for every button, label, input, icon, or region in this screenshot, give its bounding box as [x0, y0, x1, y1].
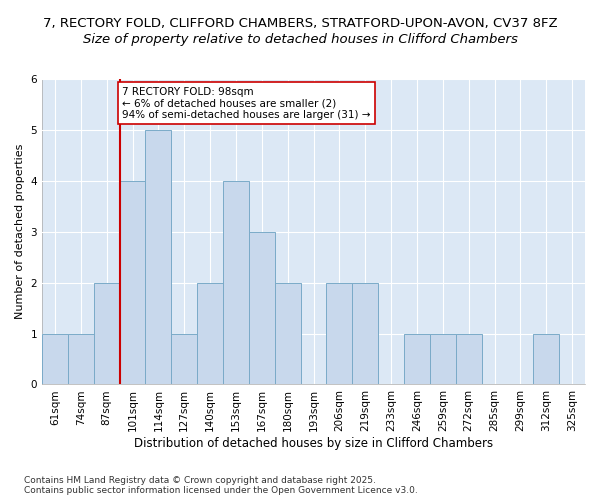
Bar [533, 334, 559, 384]
Y-axis label: Number of detached properties: Number of detached properties [15, 144, 25, 320]
Bar [430, 334, 456, 384]
Bar [145, 130, 172, 384]
Bar [456, 334, 482, 384]
Bar [42, 334, 68, 384]
Text: Contains HM Land Registry data © Crown copyright and database right 2025.
Contai: Contains HM Land Registry data © Crown c… [24, 476, 418, 495]
Bar [68, 334, 94, 384]
Bar [94, 282, 119, 384]
Bar [197, 282, 223, 384]
Bar [223, 181, 249, 384]
Bar [352, 282, 378, 384]
Bar [326, 282, 352, 384]
X-axis label: Distribution of detached houses by size in Clifford Chambers: Distribution of detached houses by size … [134, 437, 493, 450]
Bar [249, 232, 275, 384]
Text: 7 RECTORY FOLD: 98sqm
← 6% of detached houses are smaller (2)
94% of semi-detach: 7 RECTORY FOLD: 98sqm ← 6% of detached h… [122, 86, 371, 120]
Text: Size of property relative to detached houses in Clifford Chambers: Size of property relative to detached ho… [83, 32, 517, 46]
Bar [172, 334, 197, 384]
Bar [119, 181, 145, 384]
Bar [275, 282, 301, 384]
Bar [404, 334, 430, 384]
Text: 7, RECTORY FOLD, CLIFFORD CHAMBERS, STRATFORD-UPON-AVON, CV37 8FZ: 7, RECTORY FOLD, CLIFFORD CHAMBERS, STRA… [43, 18, 557, 30]
